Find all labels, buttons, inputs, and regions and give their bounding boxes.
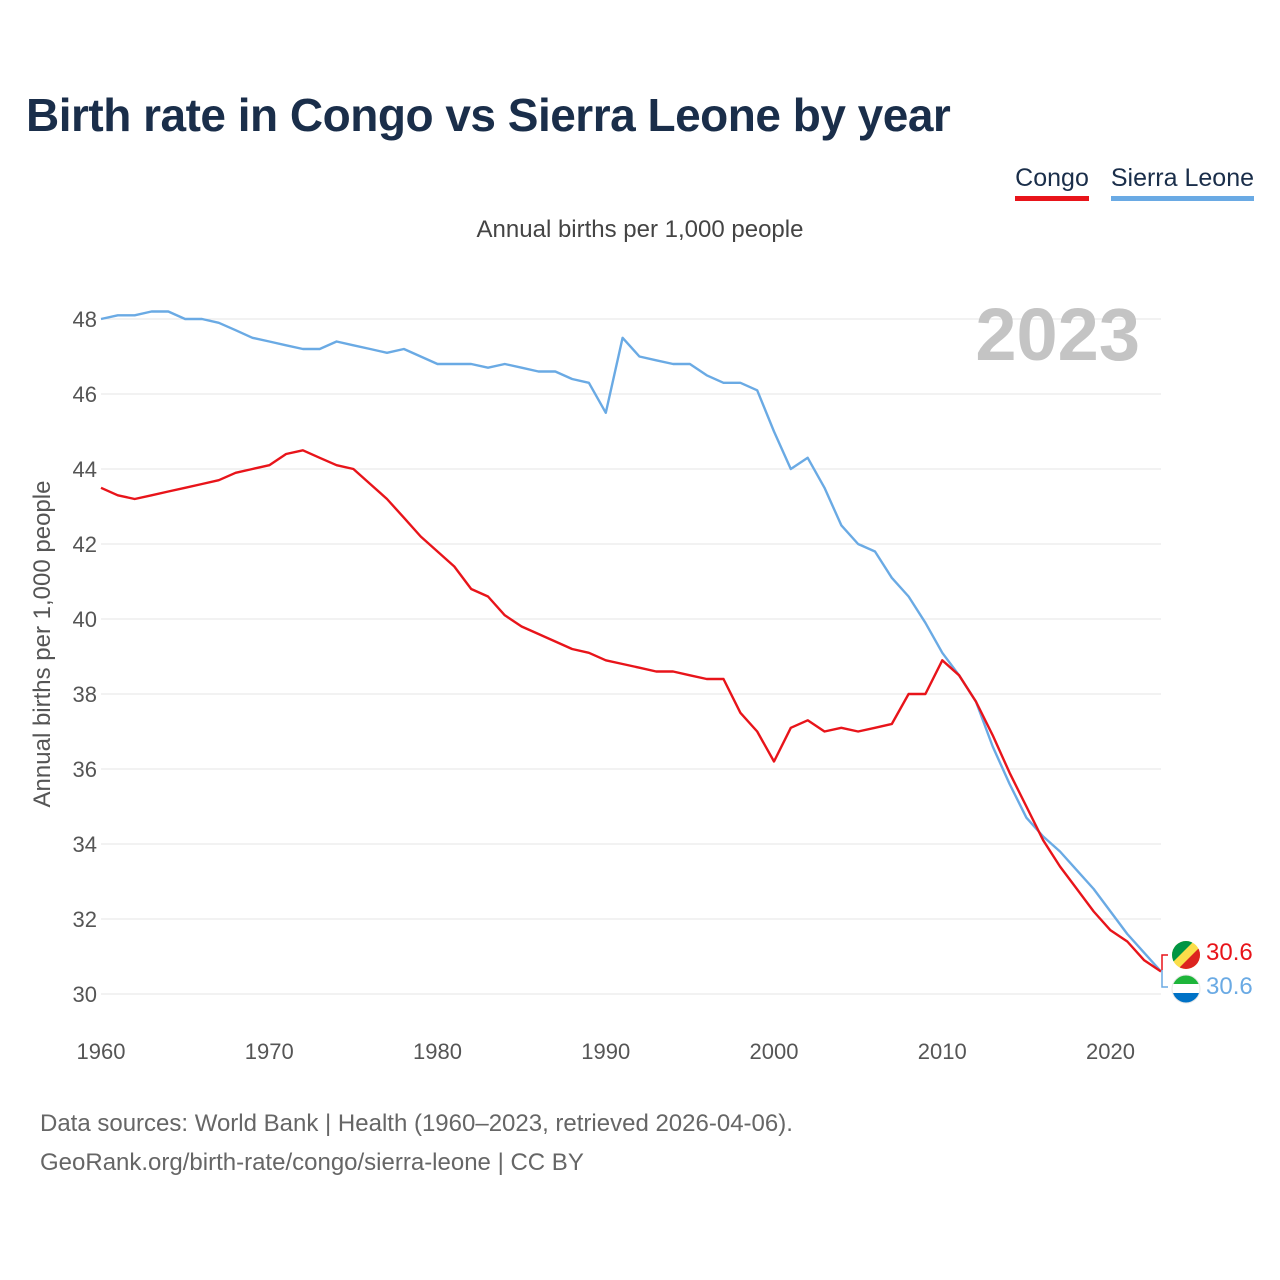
x-tick-label: 2000 xyxy=(750,1039,799,1064)
congo-end-value: 30.6 xyxy=(1206,939,1253,966)
series-lines xyxy=(100,310,1162,973)
y-tick-label: 34 xyxy=(73,832,97,857)
x-tick-label: 1960 xyxy=(77,1039,126,1064)
y-tick-label: 44 xyxy=(73,457,97,482)
sierra-leone-end-value: 30.6 xyxy=(1206,973,1253,1000)
y-tick-label: 46 xyxy=(73,382,97,407)
y-tick-label: 32 xyxy=(73,907,97,932)
year-label: 2023 xyxy=(975,293,1140,376)
y-tick-label: 42 xyxy=(73,532,97,557)
congo-flag-icon xyxy=(1172,941,1200,969)
source-url: GeoRank.org/birth-rate/congo/sierra-leon… xyxy=(40,1149,584,1176)
y-tick-label: 36 xyxy=(73,757,97,782)
gridlines xyxy=(101,318,1161,995)
y-axis-label: Annual births per 1,000 people xyxy=(29,481,56,808)
data-source-note: Data sources: World Bank | Health (1960–… xyxy=(40,1110,793,1137)
y-tick-label: 48 xyxy=(73,307,97,332)
x-tick-label: 2010 xyxy=(918,1039,967,1064)
chart-title: Birth rate in Congo vs Sierra Leone by y… xyxy=(26,89,951,141)
sierra-leone-end-connector xyxy=(1161,970,1168,988)
series-line-congo xyxy=(100,449,1162,973)
legend-item-congo[interactable]: Congo xyxy=(1015,164,1089,201)
y-axis-ticks: 30 32 34 36 38 40 42 44 46 48 xyxy=(73,307,97,1007)
legend-item-sierra-leone[interactable]: Sierra Leone xyxy=(1110,164,1254,201)
y-tick-label: 40 xyxy=(73,607,97,632)
end-markers: 30.6 30.6 xyxy=(1161,939,1253,1004)
sierra-leone-flag-icon xyxy=(1171,974,1201,1004)
footer: Data sources: World Bank | Health (1960–… xyxy=(40,1104,793,1182)
y-tick-label: 30 xyxy=(73,982,97,1007)
x-tick-label: 1980 xyxy=(413,1039,462,1064)
x-axis-ticks: 1960 1970 1980 1990 2000 2010 2020 xyxy=(77,1039,1135,1064)
chart-subtitle: Annual births per 1,000 people xyxy=(476,216,804,243)
x-tick-label: 1970 xyxy=(245,1039,294,1064)
x-tick-label: 2020 xyxy=(1086,1039,1135,1064)
legend: Congo Sierra Leone xyxy=(1015,164,1254,201)
congo-end-connector xyxy=(1161,954,1168,970)
series-line-sierra-leone xyxy=(100,310,1162,973)
x-tick-label: 1990 xyxy=(581,1039,630,1064)
y-tick-label: 38 xyxy=(73,682,97,707)
